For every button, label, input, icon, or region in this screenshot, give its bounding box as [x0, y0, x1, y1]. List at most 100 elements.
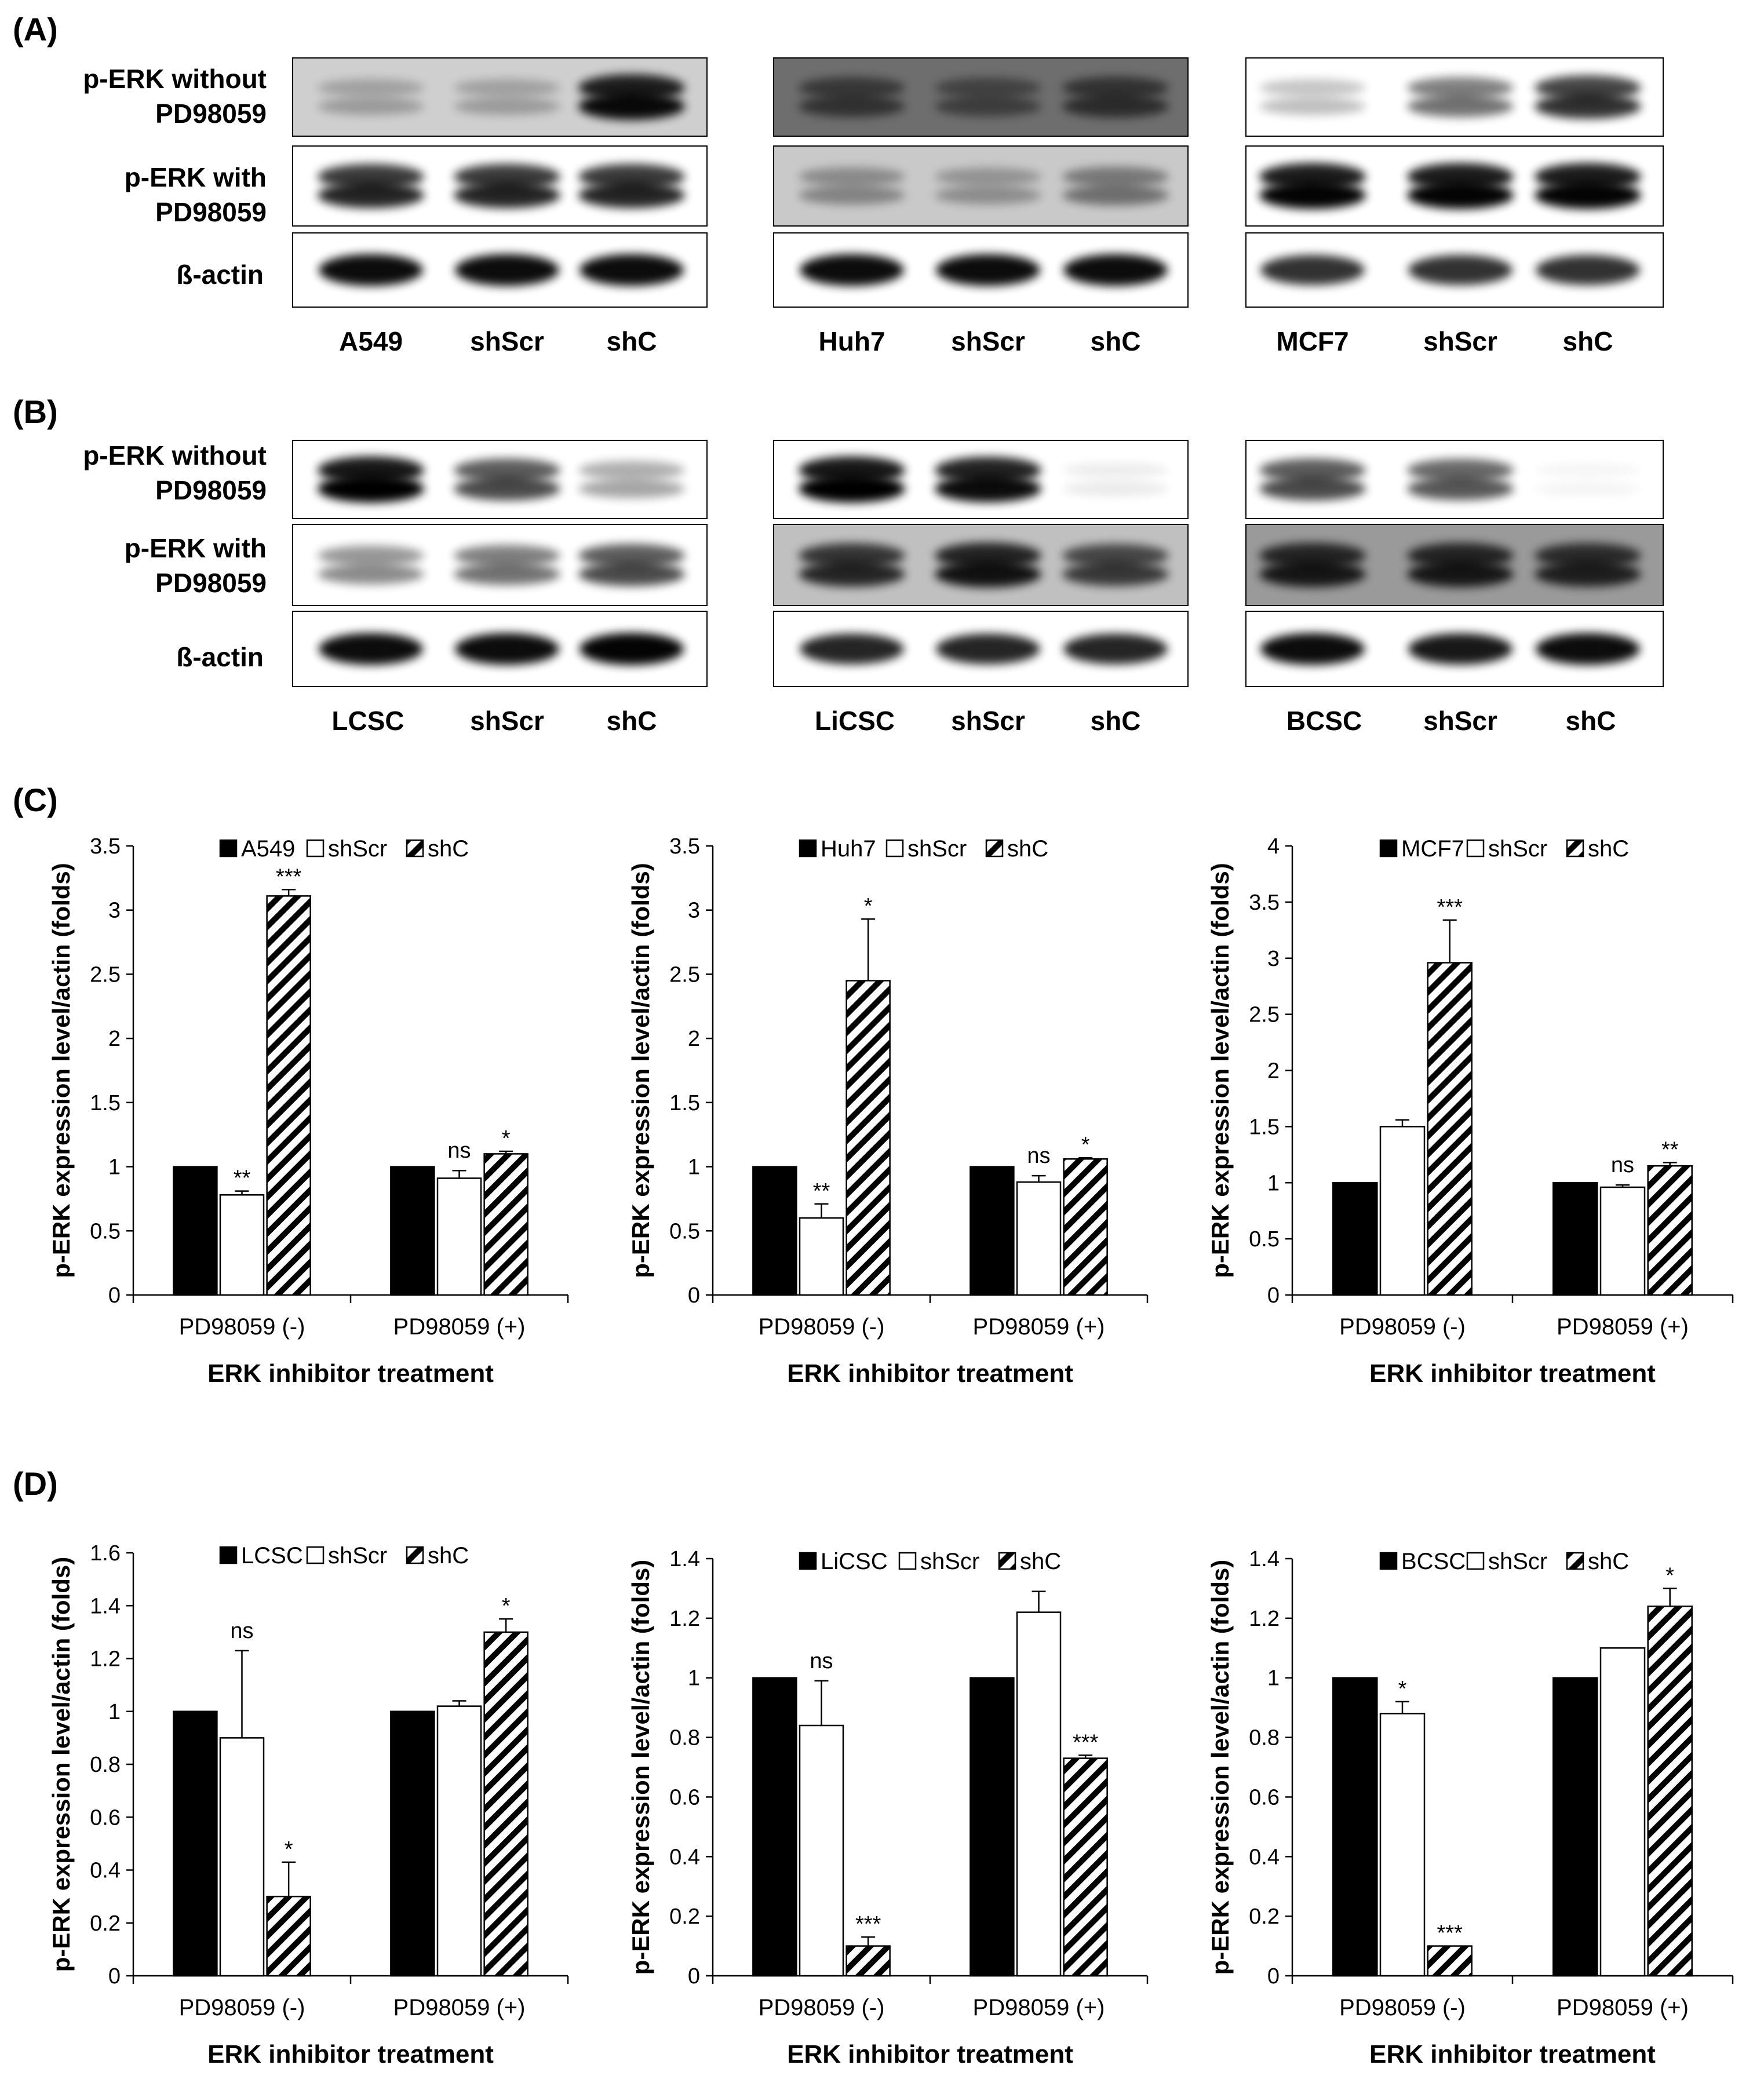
band-lower: [1407, 561, 1514, 588]
panel-a-blot-1-row-2: [292, 145, 708, 227]
significance-label: *: [285, 1837, 293, 1862]
bar-LiCSC: [970, 1677, 1015, 1977]
band-lower: [578, 93, 685, 120]
bar-shC: [266, 1895, 311, 1977]
row-label-with-line1: p-ERK with: [125, 533, 267, 563]
bar-shScr: [1379, 1126, 1426, 1296]
bar-LiCSC: [752, 1677, 797, 1977]
bar-shC: [483, 1153, 529, 1296]
panel-a-blot-3-row-2: [1245, 145, 1664, 227]
lane-label: shC: [607, 326, 657, 356]
significance-label: *: [1665, 1563, 1674, 1588]
significance-label: *: [1398, 1677, 1407, 1701]
panel-letter-c: (C): [13, 782, 58, 818]
y-tick-label: 1.2: [1249, 1607, 1280, 1631]
lane-label: BCSC: [1286, 706, 1362, 736]
band-upper: [454, 458, 560, 482]
legend-swatch: [985, 839, 1004, 858]
band-lower: [799, 95, 905, 118]
band-upper: [318, 79, 424, 97]
legend: LCSC shScr shC: [219, 1543, 469, 1568]
band-upper: [1407, 458, 1514, 482]
x-category-label: PD98059 (+): [973, 1995, 1105, 2020]
lane-label: shScr: [1423, 706, 1497, 736]
bar-BCSC: [1552, 1677, 1598, 1977]
significance-label: *: [864, 894, 873, 918]
lane-label: LCSC: [331, 706, 404, 736]
y-tick-label: 3.5: [90, 834, 121, 859]
y-tick-label: 2.5: [669, 962, 700, 987]
significance-label: ***: [276, 864, 302, 889]
y-tick-label: 3: [108, 899, 121, 923]
lane-label: A549: [339, 326, 403, 356]
legend-label: Huh7: [821, 836, 876, 862]
significance-label: **: [1661, 1137, 1679, 1162]
band-upper: [318, 163, 424, 190]
lane-label: shScr: [470, 706, 544, 736]
band-lower: [318, 475, 424, 503]
y-tick-label: 2: [108, 1027, 121, 1051]
band-upper: [454, 79, 560, 97]
legend-swatch: [898, 1552, 917, 1570]
legend: LiCSC shScr shC: [799, 1549, 1061, 1574]
legend-swatch: [1379, 839, 1398, 858]
y-tick-label: 0.6: [90, 1805, 121, 1830]
panel-b-blot-1-row-3: [292, 611, 708, 687]
band-upper: [1535, 543, 1641, 568]
bar-shScr: [436, 1177, 482, 1296]
bar-shC: [1063, 1158, 1108, 1296]
bar-shScr: [1599, 1186, 1646, 1296]
panel-b-blot-2-row-2: [773, 524, 1189, 606]
lane-label: MCF7: [1276, 326, 1348, 356]
legend-swatch: [306, 1546, 325, 1564]
y-tick-label: 3: [688, 899, 700, 923]
bar-shScr: [219, 1737, 265, 1977]
band-upper: [799, 76, 905, 99]
band-upper: [454, 545, 560, 567]
legend-label: shC: [1007, 836, 1048, 862]
significance-label: ***: [1437, 895, 1463, 920]
legend-swatch: [219, 839, 238, 858]
significance-label: *: [502, 1126, 511, 1151]
lane-label: shC: [607, 706, 657, 736]
panel-letter-b: (B): [13, 393, 58, 430]
legend-label: BCSC: [1401, 1549, 1466, 1574]
band-upper: [1062, 543, 1169, 568]
legend-label: shC: [1588, 836, 1629, 862]
legend-swatch: [998, 1552, 1016, 1570]
band-upper: [318, 545, 424, 566]
band: [936, 254, 1040, 286]
bar-shScr: [219, 1194, 265, 1296]
y-tick-label: 0.4: [90, 1859, 121, 1883]
y-tick-label: 0.2: [1249, 1905, 1280, 1929]
legend-swatch: [1466, 1552, 1485, 1570]
band-lower: [318, 97, 424, 115]
band: [580, 254, 684, 286]
significance-label: **: [234, 1166, 251, 1191]
y-axis-title: p-ERK expression level/actin (folds): [1207, 863, 1234, 1278]
panel-b-blot-1-row-1: [292, 440, 708, 519]
band-lower: [935, 186, 1041, 205]
legend-swatch: [219, 1546, 238, 1564]
significance-label: *: [502, 1594, 511, 1618]
panel-a-blot-3-row-3: [1245, 232, 1664, 308]
band-lower: [454, 97, 560, 115]
y-tick-label: 0: [1267, 1283, 1280, 1308]
chart-5: 0 0.2 0.4 0.6 0.8 1 1.2 1.4 PD98059 (-) ns *** PD98…: [627, 1547, 1149, 2069]
x-category-label: PD98059 (-): [759, 1314, 885, 1340]
panel-a-blot-2-row-3: [773, 232, 1189, 308]
band: [319, 633, 423, 665]
band-lower: [1062, 481, 1169, 497]
panel-b-blot-3-row-1: [1245, 440, 1664, 519]
panel-b-blot-2-row-1: [773, 440, 1189, 519]
band: [1536, 255, 1640, 285]
y-tick-label: 2: [1267, 1059, 1280, 1084]
band: [800, 254, 904, 286]
y-tick-label: 1.5: [669, 1091, 700, 1115]
band-lower: [1062, 95, 1169, 118]
y-tick-label: 0: [1267, 1964, 1280, 1989]
band-upper: [578, 461, 685, 480]
y-tick-label: 0.5: [1249, 1227, 1280, 1252]
band-lower: [1407, 181, 1514, 209]
panel-a-blot-2-row-2: [773, 145, 1189, 227]
